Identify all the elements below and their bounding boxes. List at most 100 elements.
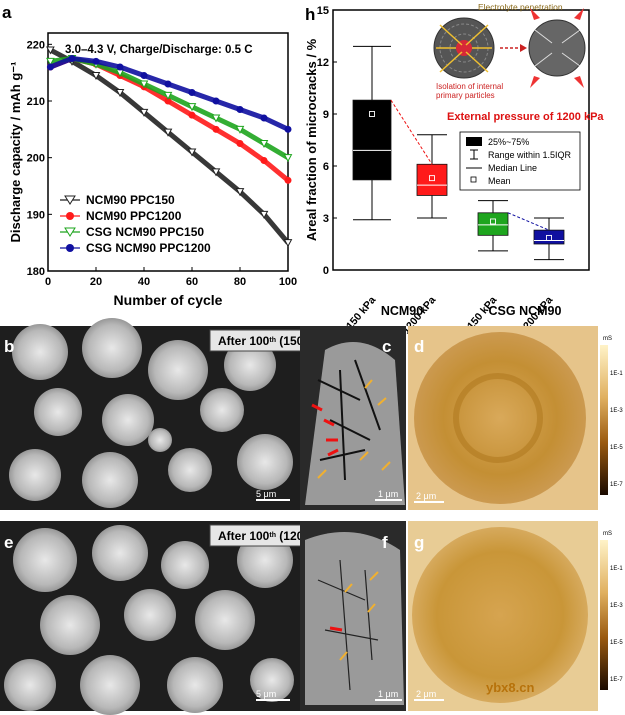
micrograph-b-scale: 5 μm [256,489,276,499]
inset-electrolyte-text: Electrolyte penetration [478,2,563,12]
micrograph-f-arrows [329,571,379,661]
colorbar-g-tick-1: 1E-3 [610,603,623,609]
x-tick-label-a-1: 20 [90,276,102,288]
series-1-point-7 [212,125,220,133]
capacity-chart: 0 20 40 60 80 100 180 190 200 210 220 NCM90 PPC150 N… [27,32,297,288]
series-3-point-3 [116,63,124,71]
micrograph-d-core-ring [453,373,543,463]
colorbar-g [600,540,608,690]
micrograph-c-arrows [311,379,391,479]
panel-label-f: f [382,533,388,552]
series-1-point-8 [236,140,244,147]
legend-a-label-0: NCM90 PPC150 [86,193,175,207]
inset-pressure-arrow-bl [530,76,540,88]
inset-particle-after [528,19,586,77]
series-0-point-6 [187,148,197,157]
x-tick-label-a-0: 0 [45,276,51,288]
panel-label-a: a [2,3,12,22]
micrograph-g-scale: 2 μm [416,689,436,699]
series-3-point-5 [164,80,172,88]
connector-ncm90 [390,99,433,165]
series-0-point-0 [46,46,55,55]
series-line-1 [49,56,290,183]
series-2-point-0 [46,57,55,66]
series-2-point-6 [187,103,197,112]
series-3-point-4 [140,72,148,79]
micrograph-c-cracks [317,359,381,481]
legend-a-label-2: CSG NCM90 PPC150 [86,225,204,239]
micrograph-f-scale: 1 μm [378,689,398,699]
inset-transition-arrowhead [520,44,527,52]
y-tick-label-a-2: 200 [27,153,45,165]
group-label-csg-ncm90: CSG NCM90 [489,304,562,318]
series-3-point-7 [212,97,220,105]
legend-a-label-1: NCM90 PPC1200 [86,209,182,223]
series-0-point-7 [211,168,221,177]
x-tick-label-a-3: 60 [186,276,198,288]
y-tick-label-h-5: 15 [317,5,329,17]
legend-a-marker-1 [66,212,74,220]
y-tick-label-a-4: 220 [27,39,45,51]
chart-a-annotation: 3.0–4.3 V, Charge/Discharge: 0.5 C [65,44,253,56]
colorbar-g-tick-0: 1E-1 [610,566,623,572]
panel-label-h: h [305,5,315,24]
box-legend: 25%~75% Range within 1.5IQR Median Line … [459,131,581,191]
panel-label-c: c [382,337,391,356]
inset-isolation-line1: Isolation of internal [436,82,503,91]
y-tick-label-a-1: 190 [27,209,45,221]
micrograph-f-particle [305,532,404,705]
box-0-mean [369,111,375,117]
y-tick-label-a-3: 210 [27,96,45,108]
box-2-mean [490,218,496,225]
inset-pressure-arrow-tl [530,8,540,20]
colorbar-d-tick-0: 1E-1 [610,371,623,377]
y-tick-label-a-0: 180 [27,266,45,278]
y-tick-label-h-4: 12 [317,57,329,69]
box-1-mean [429,175,435,182]
legend-mean-icon [470,176,477,183]
inset-electrolyte-paths [436,24,492,73]
legend-mean-label: Mean [488,176,511,186]
colorbar-d-tick-3: 1E-7 [610,482,623,488]
series-line-2 [50,56,290,160]
panel-label-d: d [414,337,424,356]
series-2-point-9 [259,140,269,149]
inset-particle-after-cracks [534,29,581,67]
series-3-point-0 [46,63,54,71]
y-tick-label-h-2: 6 [323,161,329,173]
series-0-point-2 [91,72,101,81]
series-2-point-4 [139,80,149,89]
inset-pressure-arrow-tr [574,8,584,20]
inset-schematic: Electrolyte penetration Isolation of int… [433,2,604,123]
series-2-point-5 [163,91,173,100]
chart-a-xlabel: Number of cycle [114,292,223,308]
connector-csg [507,212,550,231]
series-1-point-9 [260,157,268,164]
x-tick-label-a-4: 80 [234,276,246,288]
colorbar-d-tick-2: 1E-5 [610,445,623,451]
colorbar-d [600,345,608,495]
series-2-point-8 [235,125,245,134]
box-3-iqr [533,229,565,245]
series-0-point-8 [235,188,245,197]
micrograph-c-scale: 1 μm [378,489,398,499]
group-label-ncm90: NCM90 [381,304,423,318]
series-3-point-1 [68,55,76,62]
micrograph-d-particle [414,332,586,504]
series-0-point-3 [115,89,125,98]
chart-h-ylabel: Areal fraction of microcracks / % [304,38,319,241]
box-1-iqr [416,163,448,196]
series-3-point-6 [188,89,196,96]
chart-a-ylabel: Discharge capacity / mAh g⁻¹ [8,62,23,243]
legend-a-marker-0 [64,195,76,205]
legend-range-icon [470,149,478,160]
panel-label-g: g [414,533,424,552]
y-tick-label-h-3: 9 [323,109,329,121]
inset-pressure-arrow-br [574,76,584,88]
micrograph-e-scale: 5 μm [256,689,276,699]
legend-range-label: Range within 1.5IQR [488,150,572,160]
legend-median-label: Median Line [488,163,537,173]
series-3-point-9 [260,114,268,122]
colorbar-d-unit: mS [603,336,612,342]
